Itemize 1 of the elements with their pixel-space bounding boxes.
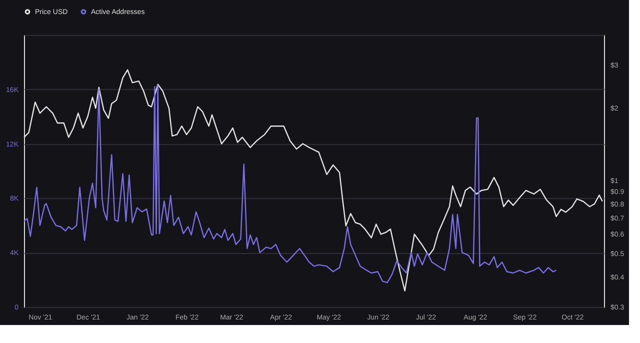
line-series	[23, 84, 557, 284]
